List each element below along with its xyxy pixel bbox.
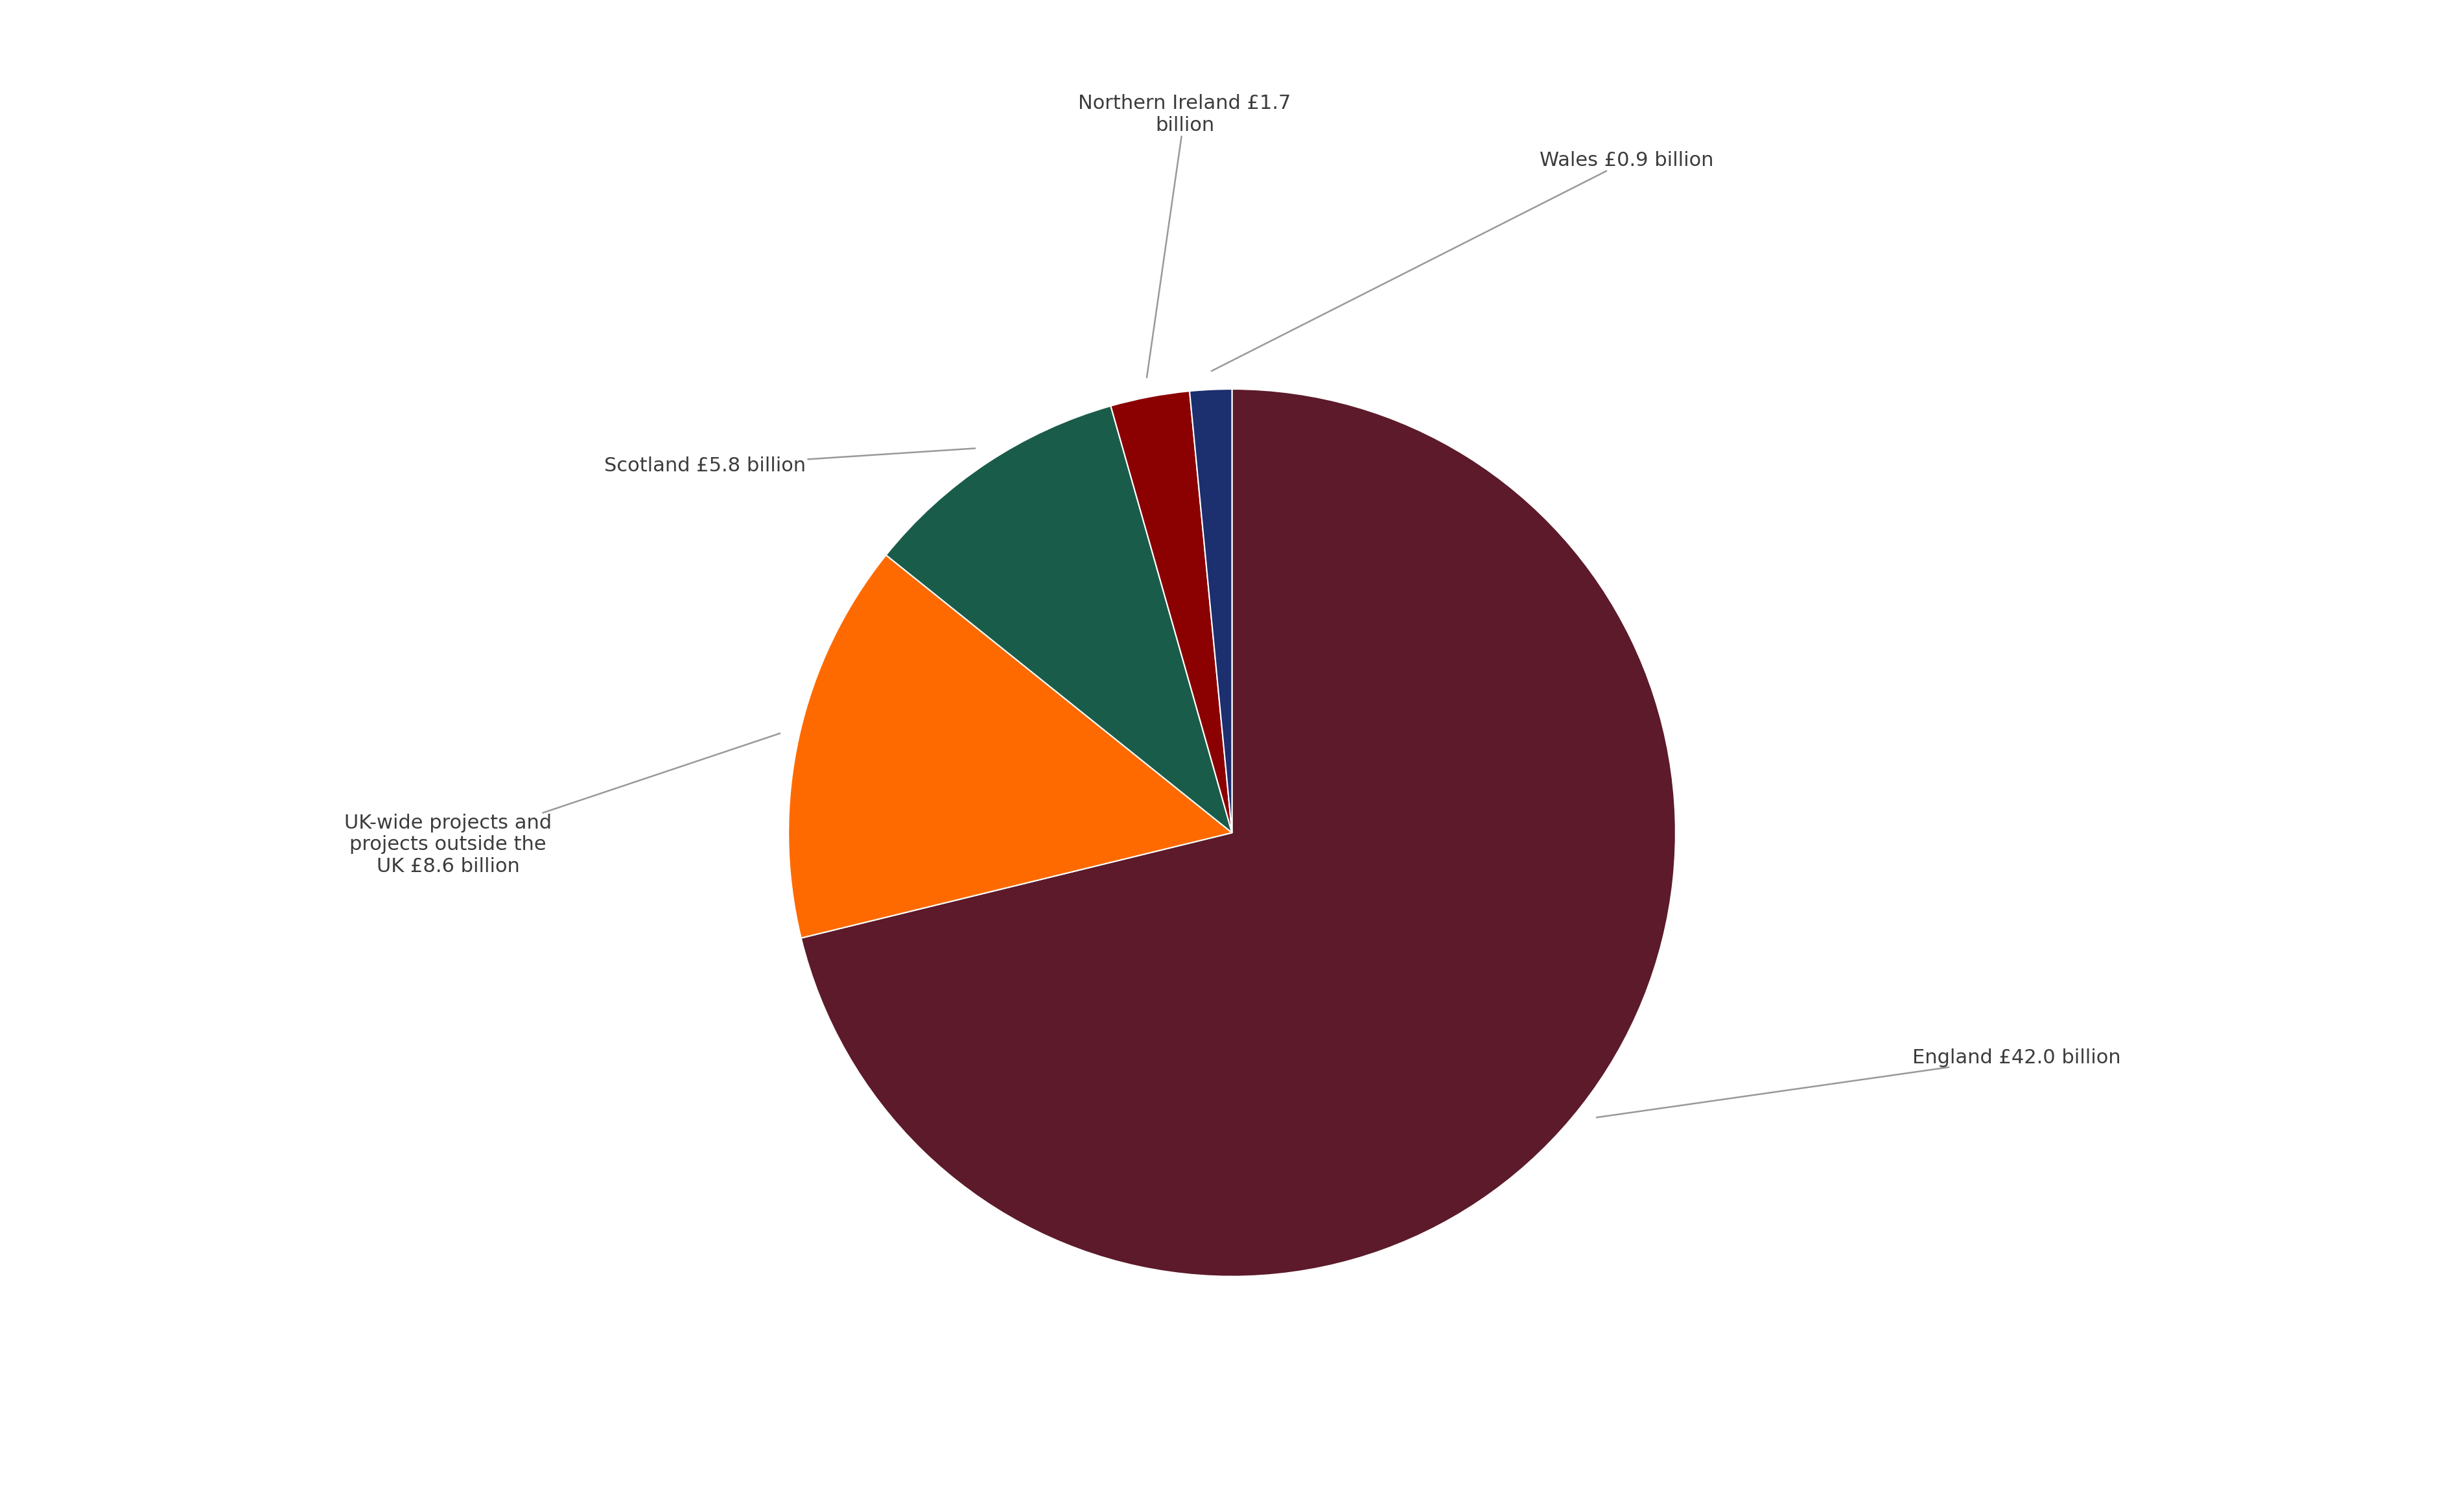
Wedge shape [801,388,1676,1277]
Wedge shape [887,406,1232,833]
Text: England £42.0 billion: England £42.0 billion [1597,1048,2122,1117]
Wedge shape [1111,391,1232,833]
Wedge shape [1190,388,1232,833]
Text: Wales £0.9 billion: Wales £0.9 billion [1212,152,1712,371]
Text: Scotland £5.8 billion: Scotland £5.8 billion [604,448,976,475]
Wedge shape [788,555,1232,937]
Text: UK-wide projects and
projects outside the
UK £8.6 billion: UK-wide projects and projects outside th… [345,734,781,876]
Text: Northern Ireland £1.7
billion: Northern Ireland £1.7 billion [1079,94,1291,378]
